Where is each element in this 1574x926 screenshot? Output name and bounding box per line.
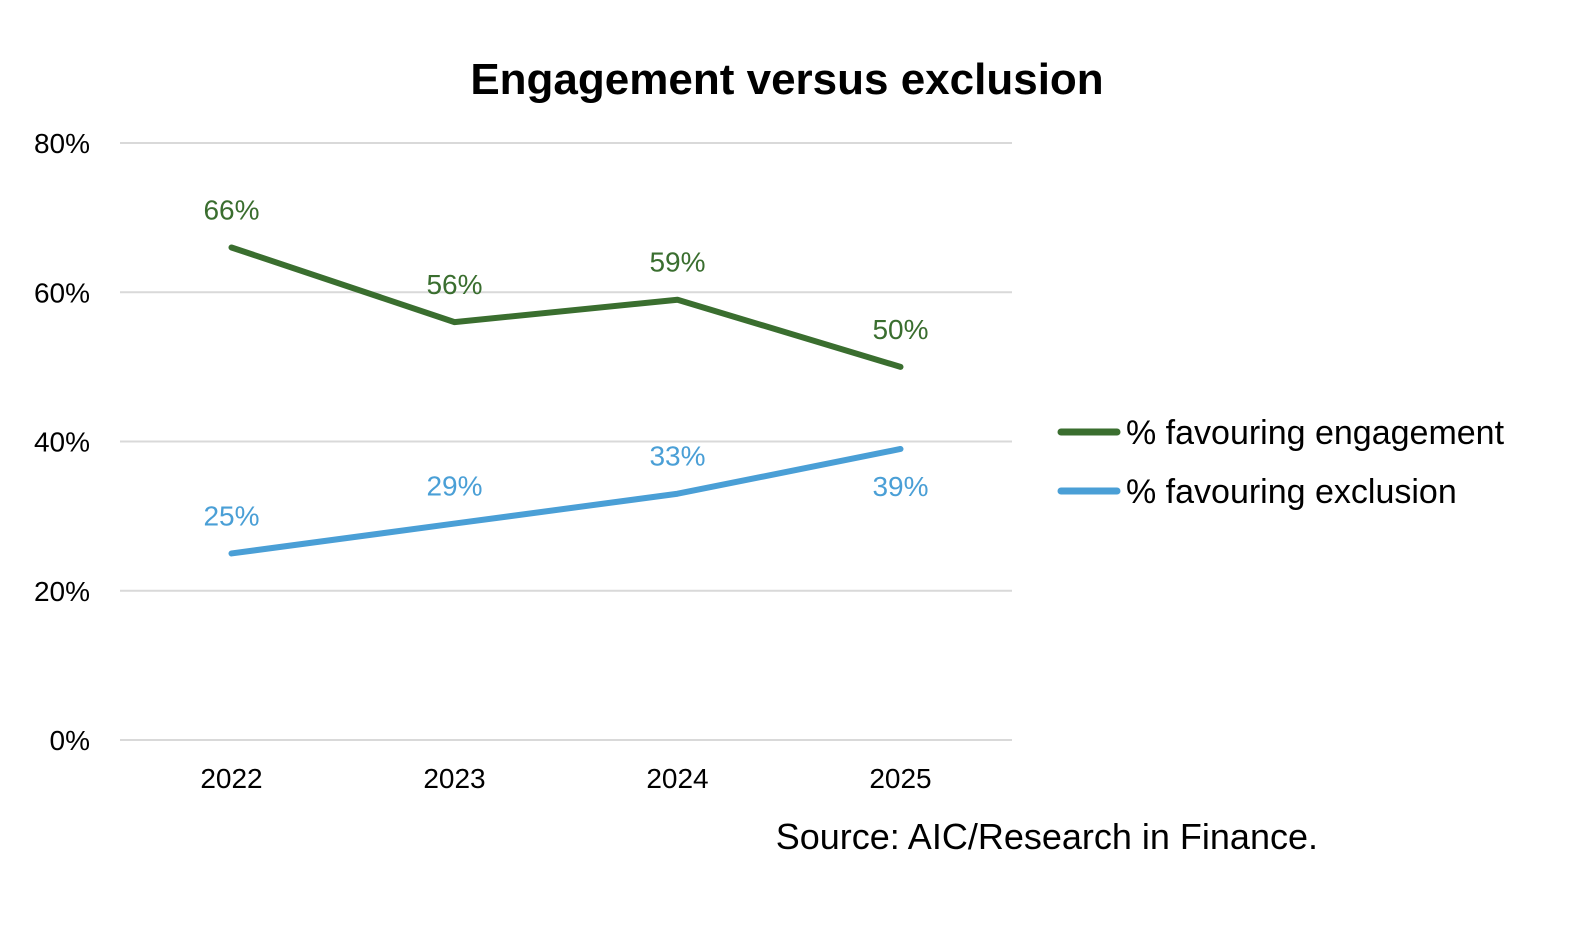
data-label: 50%: [872, 314, 928, 345]
x-tick-label: 2022: [200, 763, 262, 794]
legend-label: % favouring exclusion: [1126, 473, 1457, 511]
x-axis: 2022 2023 2024 2025: [200, 763, 931, 794]
y-axis: 0% 20% 40% 60% 80%: [34, 128, 90, 756]
x-tick-label: 2023: [423, 763, 485, 794]
series-lines: [228, 244, 904, 557]
x-tick-label: 2025: [869, 763, 931, 794]
series-line-exclusion: [228, 445, 904, 557]
legend: % favouring engagement % favouring exclus…: [1057, 414, 1505, 511]
legend-label: % favouring engagement: [1126, 414, 1505, 452]
y-tick-label: 40%: [34, 427, 90, 458]
data-label: 29%: [426, 471, 482, 502]
y-tick-label: 20%: [34, 576, 90, 607]
y-tick-label: 80%: [34, 128, 90, 159]
data-label: 25%: [203, 500, 259, 531]
data-label: 33%: [649, 441, 705, 472]
data-label: 56%: [426, 269, 482, 300]
chart-title: Engagement versus exclusion: [470, 55, 1103, 104]
data-label: 39%: [872, 471, 928, 502]
gridlines: [120, 142, 1012, 741]
data-label: 66%: [203, 194, 259, 225]
y-tick-label: 60%: [34, 277, 90, 308]
y-tick-label: 0%: [50, 725, 90, 756]
source-note: Source: AIC/Research in Finance.: [776, 816, 1318, 857]
x-tick-label: 2024: [646, 763, 708, 794]
series-line-engagement: [228, 244, 904, 370]
data-labels: 66% 56% 59% 50% 25% 29% 33% 39%: [203, 194, 928, 531]
data-label: 59%: [649, 247, 705, 278]
